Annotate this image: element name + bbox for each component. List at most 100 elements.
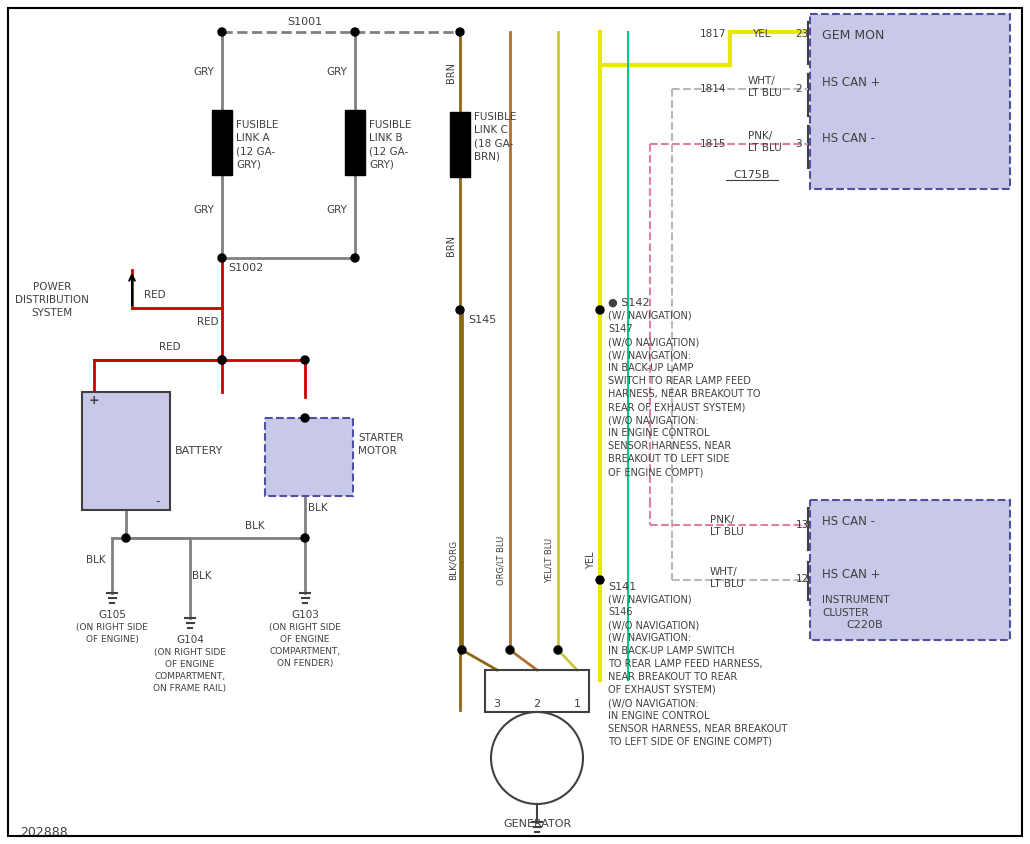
- Text: OF ENGINE): OF ENGINE): [85, 635, 138, 644]
- Text: RED: RED: [144, 290, 166, 300]
- Text: LINK A: LINK A: [236, 133, 270, 143]
- Bar: [810, 14, 1010, 189]
- Text: YEL: YEL: [586, 551, 596, 569]
- Text: BREAKOUT TO LEFT SIDE: BREAKOUT TO LEFT SIDE: [608, 454, 729, 464]
- Bar: [82, 392, 170, 510]
- Text: BATTERY: BATTERY: [175, 446, 224, 456]
- Text: C175B: C175B: [733, 170, 770, 180]
- Text: FUSIBLE: FUSIBLE: [369, 120, 411, 130]
- Bar: [810, 500, 1010, 640]
- Text: BLK/ORG: BLK/ORG: [448, 540, 457, 580]
- Circle shape: [301, 534, 309, 542]
- Circle shape: [301, 356, 309, 364]
- Text: TO LEFT SIDE OF ENGINE COMPT): TO LEFT SIDE OF ENGINE COMPT): [608, 737, 772, 747]
- Circle shape: [351, 28, 359, 36]
- Text: LINK C: LINK C: [474, 125, 508, 135]
- Text: RED: RED: [197, 317, 218, 327]
- Circle shape: [218, 28, 226, 36]
- Bar: [485, 670, 589, 712]
- Circle shape: [218, 356, 226, 364]
- Text: GENERATOR: GENERATOR: [503, 819, 571, 829]
- Circle shape: [122, 534, 130, 542]
- Text: SENSOR HARNESS, NEAR: SENSOR HARNESS, NEAR: [608, 441, 731, 451]
- Text: NEAR BREAKOUT TO REAR: NEAR BREAKOUT TO REAR: [608, 672, 737, 682]
- Text: HARNESS, NEAR BREAKOUT TO: HARNESS, NEAR BREAKOUT TO: [608, 389, 760, 399]
- Bar: [265, 418, 353, 496]
- Text: DISTRIBUTION: DISTRIBUTION: [15, 295, 89, 305]
- Text: (ON RIGHT SIDE: (ON RIGHT SIDE: [154, 648, 226, 657]
- Text: S145: S145: [468, 315, 496, 325]
- Text: S147: S147: [608, 324, 632, 334]
- Text: 202888: 202888: [20, 825, 68, 838]
- Text: WHT/: WHT/: [710, 567, 737, 577]
- Text: RED: RED: [160, 342, 181, 352]
- Text: S141: S141: [608, 582, 637, 592]
- Text: (ON RIGHT SIDE: (ON RIGHT SIDE: [76, 623, 148, 632]
- Text: GRY): GRY): [369, 159, 393, 169]
- Text: MOTOR: MOTOR: [358, 446, 397, 456]
- Text: BRN: BRN: [446, 235, 456, 256]
- Text: BLK: BLK: [245, 521, 265, 531]
- Text: IN ENGINE CONTROL: IN ENGINE CONTROL: [608, 428, 710, 438]
- Text: LT BLU: LT BLU: [710, 527, 744, 537]
- Text: (W/ NAVIGATION:: (W/ NAVIGATION:: [608, 633, 691, 643]
- Text: GRY: GRY: [327, 67, 347, 77]
- Text: OF EXHAUST SYSTEM): OF EXHAUST SYSTEM): [608, 685, 716, 695]
- Text: (W/ NAVIGATION): (W/ NAVIGATION): [608, 594, 691, 604]
- Text: GRY: GRY: [327, 205, 347, 215]
- Text: BLK: BLK: [308, 503, 328, 513]
- Text: ON FENDER): ON FENDER): [277, 659, 333, 668]
- Text: +: +: [89, 393, 99, 407]
- Text: BLK: BLK: [87, 555, 106, 565]
- Text: 1814: 1814: [700, 84, 726, 94]
- Text: 2: 2: [534, 699, 541, 709]
- Bar: [450, 112, 470, 177]
- Text: S1001: S1001: [287, 17, 322, 27]
- Circle shape: [218, 356, 226, 364]
- Bar: [345, 110, 365, 175]
- Text: (W/ NAVIGATION): (W/ NAVIGATION): [608, 311, 691, 321]
- Text: IN BACK-UP LAMP SWITCH: IN BACK-UP LAMP SWITCH: [608, 646, 734, 656]
- Text: GEM MON: GEM MON: [822, 29, 885, 42]
- Text: BRN: BRN: [446, 62, 456, 83]
- Text: (W/O NAVIGATION): (W/O NAVIGATION): [608, 620, 699, 630]
- Text: 1817: 1817: [700, 29, 726, 39]
- Text: 2: 2: [795, 84, 801, 94]
- Text: SWITCH TO REAR LAMP FEED: SWITCH TO REAR LAMP FEED: [608, 376, 751, 386]
- Circle shape: [554, 646, 562, 654]
- Text: PNK/: PNK/: [748, 131, 772, 141]
- Circle shape: [596, 306, 604, 314]
- Text: 12: 12: [796, 574, 810, 584]
- Text: BLK: BLK: [193, 571, 212, 581]
- Text: GRY): GRY): [236, 159, 261, 169]
- Text: HS CAN -: HS CAN -: [822, 132, 876, 145]
- Text: LT BLU: LT BLU: [748, 143, 782, 153]
- Circle shape: [351, 254, 359, 262]
- Text: 3: 3: [795, 139, 801, 149]
- Text: ORG/LT BLU: ORG/LT BLU: [496, 535, 506, 585]
- Text: C220B: C220B: [847, 620, 884, 630]
- Text: IN ENGINE CONTROL: IN ENGINE CONTROL: [608, 711, 710, 721]
- Text: OF ENGINE: OF ENGINE: [165, 660, 214, 669]
- Circle shape: [596, 576, 604, 584]
- Text: BRN): BRN): [474, 151, 500, 161]
- Circle shape: [506, 646, 514, 654]
- Text: S1002: S1002: [228, 263, 264, 273]
- Text: YEL: YEL: [752, 29, 770, 39]
- Text: FUSIBLE: FUSIBLE: [474, 112, 516, 122]
- Text: -: -: [156, 495, 161, 508]
- Text: (W/O NAVIGATION): (W/O NAVIGATION): [608, 337, 699, 347]
- Text: S146: S146: [608, 607, 632, 617]
- Text: G105: G105: [98, 610, 126, 620]
- Text: REAR OF EXHAUST SYSTEM): REAR OF EXHAUST SYSTEM): [608, 402, 746, 412]
- Circle shape: [218, 254, 226, 262]
- Text: SYSTEM: SYSTEM: [32, 308, 72, 318]
- Text: LT BLU: LT BLU: [748, 88, 782, 98]
- Text: (18 GA-: (18 GA-: [474, 138, 513, 148]
- Text: 1: 1: [574, 699, 581, 709]
- Text: STARTER: STARTER: [358, 433, 404, 443]
- Text: (ON RIGHT SIDE: (ON RIGHT SIDE: [269, 623, 341, 632]
- Circle shape: [458, 646, 466, 654]
- Text: OF ENGINE: OF ENGINE: [280, 635, 330, 644]
- Text: WHT/: WHT/: [748, 76, 776, 86]
